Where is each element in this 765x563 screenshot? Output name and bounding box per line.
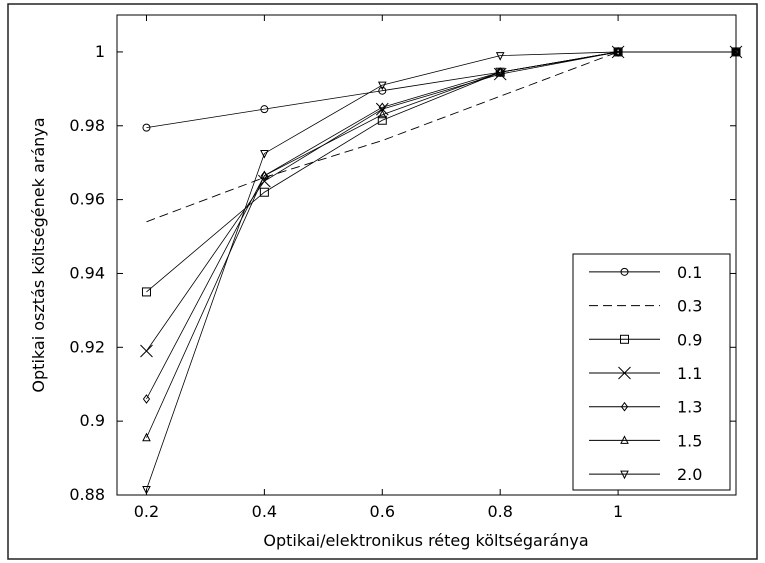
circle-marker — [260, 105, 269, 114]
legend-item: 1.5 — [589, 431, 702, 450]
series-line — [146, 51, 736, 490]
square-marker — [620, 334, 629, 344]
circle-marker — [620, 267, 629, 276]
legend-item: 0.3 — [589, 297, 702, 316]
circle-marker — [142, 123, 151, 132]
legend-label: 1.1 — [677, 364, 702, 383]
legend-item: 0.1 — [589, 263, 702, 282]
x-tick-label: 0.8 — [487, 502, 512, 521]
y-tick-label: 0.9 — [80, 411, 105, 430]
square-marker — [377, 115, 387, 125]
series-2-0 — [142, 48, 741, 495]
triangle-down-marker — [377, 81, 387, 91]
y-tick-label: 0.94 — [69, 263, 105, 282]
legend-item: 1.3 — [589, 398, 702, 417]
series-layer — [140, 45, 743, 495]
diamond-marker — [620, 401, 629, 412]
y-tick-label: 0.96 — [69, 190, 105, 209]
x-marker — [493, 67, 507, 81]
x-marker — [618, 366, 631, 380]
legend-label: 2.0 — [677, 465, 702, 484]
legend-label: 0.9 — [677, 330, 702, 349]
triangle-down-marker — [495, 52, 505, 61]
legend-item: 0.9 — [589, 330, 702, 349]
triangle-down-marker — [260, 149, 269, 159]
legend-label: 1.5 — [677, 431, 702, 450]
x-tick-label: 0.2 — [134, 502, 159, 521]
triangle-up-marker — [142, 432, 151, 442]
square-marker — [259, 187, 269, 197]
y-tick-label: 0.98 — [69, 116, 105, 135]
x-axis: 0.2 0.4 0.6 0.8 1 — [134, 15, 623, 521]
legend-item: 2.0 — [589, 465, 702, 484]
legend: 0.1 0.3 0.9 1.1 1.3 1.5 2.0 — [572, 253, 731, 491]
x-marker — [140, 344, 153, 358]
square-marker — [141, 287, 151, 297]
legend-label: 0.3 — [677, 297, 702, 316]
legend-label: 0.1 — [677, 263, 702, 282]
x-tick-label: 1 — [613, 502, 623, 521]
triangle-down-marker — [142, 485, 151, 495]
circle-marker — [378, 86, 387, 95]
legend-item: 1.1 — [589, 364, 702, 383]
x-tick-label: 0.4 — [252, 502, 277, 521]
triangle-down-marker — [731, 48, 741, 58]
triangle-up-marker — [260, 170, 269, 180]
x-tick-label: 0.6 — [370, 502, 395, 521]
diamond-marker — [496, 67, 504, 78]
x-axis-label: Optikai/elektronikus réteg költségaránya — [263, 531, 588, 550]
triangle-up-marker — [620, 435, 629, 444]
legend-label: 1.3 — [677, 398, 702, 417]
triangle-down-marker — [620, 470, 629, 480]
triangle-down-marker — [613, 48, 623, 58]
triangle-up-marker — [377, 109, 387, 119]
y-tick-label: 0.88 — [69, 485, 105, 504]
y-tick-label: 0.92 — [69, 337, 105, 356]
y-tick-label: 1 — [95, 42, 105, 61]
y-axis-label: Optikai osztás költségének aránya — [29, 117, 48, 392]
triangle-up-marker — [495, 67, 505, 76]
legend-box — [572, 253, 731, 491]
y-axis: 0.88 0.9 0.92 0.94 0.96 0.98 1 — [69, 42, 736, 504]
diamond-marker — [142, 394, 151, 404]
